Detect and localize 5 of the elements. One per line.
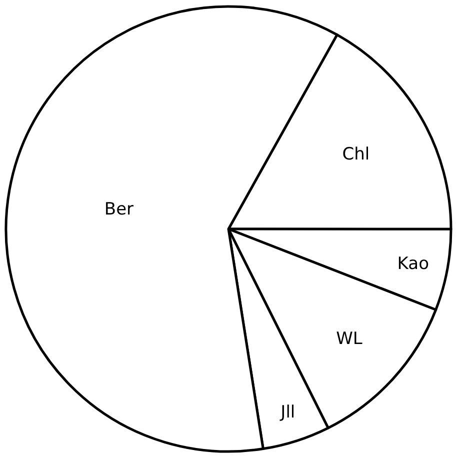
slice-label: Chl (342, 144, 370, 164)
slice-label: WL (336, 329, 363, 350)
slice-label: Jll (280, 402, 296, 423)
slice-label: Ber (104, 199, 134, 220)
slice-label: Kao (397, 254, 429, 274)
